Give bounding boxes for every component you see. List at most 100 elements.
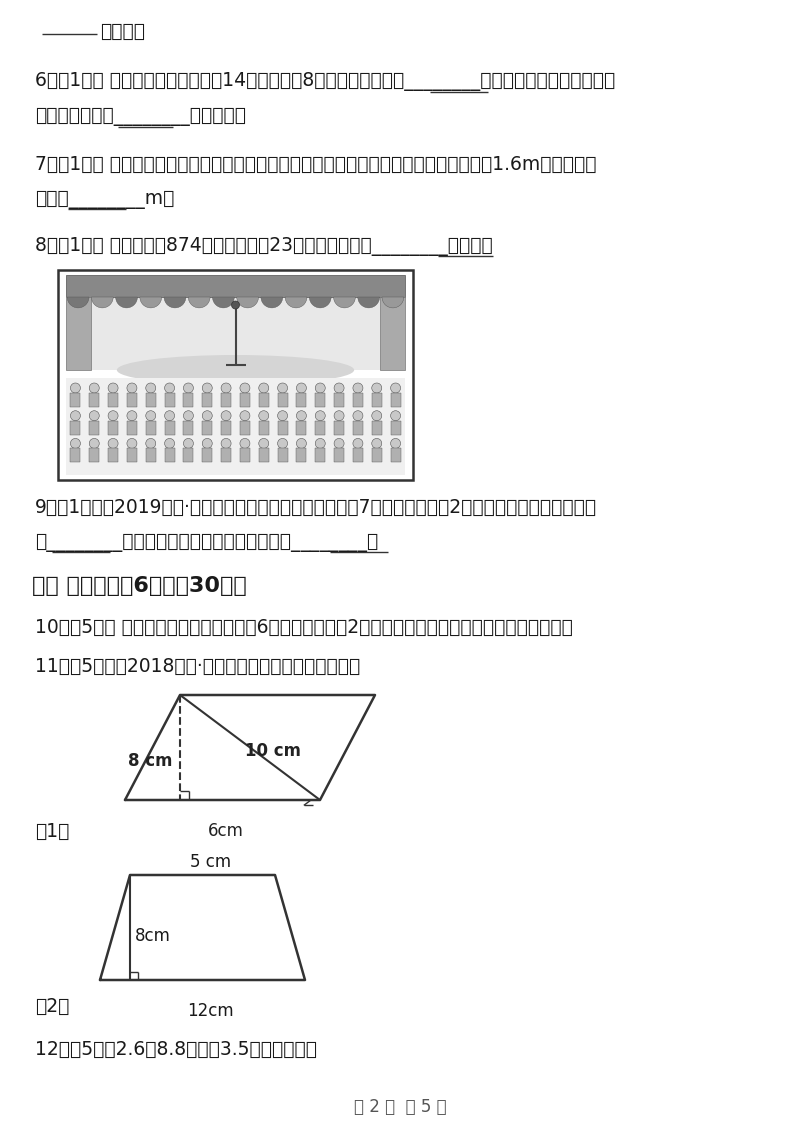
Text: 12cm: 12cm bbox=[187, 1002, 234, 1020]
Wedge shape bbox=[213, 297, 234, 308]
Text: （2）: （2） bbox=[35, 997, 70, 1017]
Bar bbox=[380, 297, 405, 370]
Circle shape bbox=[390, 383, 401, 393]
Circle shape bbox=[278, 438, 287, 448]
Bar bbox=[353, 448, 363, 463]
Bar bbox=[297, 393, 306, 408]
Circle shape bbox=[183, 438, 194, 448]
Bar bbox=[221, 393, 231, 408]
Circle shape bbox=[165, 438, 174, 448]
Text: 8．（1分） 学校礼堂有874个座位，共有23排，平均每排有________个座位？: 8．（1分） 学校礼堂有874个座位，共有23排，平均每排有________个座… bbox=[35, 237, 493, 256]
Circle shape bbox=[353, 411, 363, 421]
Text: 9．（1分）（2019五上·吴忠月考）一个平行四边形的底是7厘米，高是底的2倍，这个平行四边形的面积: 9．（1分）（2019五上·吴忠月考）一个平行四边形的底是7厘米，高是底的2倍，… bbox=[35, 498, 597, 517]
Bar bbox=[127, 448, 137, 463]
Circle shape bbox=[231, 301, 239, 309]
Circle shape bbox=[90, 383, 99, 393]
Circle shape bbox=[334, 411, 344, 421]
Circle shape bbox=[70, 383, 81, 393]
Circle shape bbox=[90, 438, 99, 448]
Bar bbox=[240, 393, 250, 408]
Bar bbox=[202, 448, 212, 463]
Bar bbox=[221, 421, 231, 435]
Bar bbox=[315, 448, 326, 463]
Text: （1）: （1） bbox=[35, 822, 70, 841]
Circle shape bbox=[372, 438, 382, 448]
Bar bbox=[315, 393, 326, 408]
Circle shape bbox=[108, 383, 118, 393]
Bar bbox=[258, 421, 269, 435]
Text: 是________，与它等底等高的三角形的面积是________。: 是________，与它等底等高的三角形的面积是________。 bbox=[35, 533, 378, 552]
Bar bbox=[90, 393, 99, 408]
Circle shape bbox=[146, 383, 156, 393]
Text: 6cm: 6cm bbox=[207, 822, 243, 840]
Circle shape bbox=[127, 438, 137, 448]
Bar bbox=[183, 421, 194, 435]
Bar bbox=[146, 448, 156, 463]
Circle shape bbox=[297, 383, 306, 393]
Bar bbox=[165, 448, 174, 463]
Bar bbox=[258, 393, 269, 408]
Circle shape bbox=[146, 411, 156, 421]
Bar bbox=[70, 393, 81, 408]
Wedge shape bbox=[67, 297, 89, 308]
Wedge shape bbox=[285, 297, 307, 308]
Bar bbox=[353, 393, 363, 408]
Bar bbox=[183, 393, 194, 408]
Ellipse shape bbox=[117, 355, 354, 385]
Bar bbox=[278, 448, 287, 463]
Wedge shape bbox=[358, 297, 379, 308]
Text: 10．（5分） 一个平行四边形的一条边为6厘米，比邻边短2厘米，这个平行四边形的周长是多少厘米？: 10．（5分） 一个平行四边形的一条边为6厘米，比邻边短2厘米，这个平行四边形的… bbox=[35, 618, 573, 637]
Bar bbox=[183, 448, 194, 463]
Circle shape bbox=[353, 383, 363, 393]
Bar bbox=[315, 421, 326, 435]
Bar bbox=[90, 448, 99, 463]
Circle shape bbox=[334, 383, 344, 393]
Wedge shape bbox=[140, 297, 162, 308]
Bar bbox=[127, 393, 137, 408]
Text: 11．（5分）（2018五上·东台月考）计算下面图形面积。: 11．（5分）（2018五上·东台月考）计算下面图形面积。 bbox=[35, 657, 360, 676]
Bar bbox=[221, 448, 231, 463]
Circle shape bbox=[221, 438, 231, 448]
Bar bbox=[297, 448, 306, 463]
Bar bbox=[66, 297, 91, 370]
Circle shape bbox=[372, 411, 382, 421]
Circle shape bbox=[108, 438, 118, 448]
Circle shape bbox=[202, 438, 212, 448]
Wedge shape bbox=[116, 297, 138, 308]
Bar bbox=[165, 393, 174, 408]
Circle shape bbox=[297, 411, 306, 421]
Circle shape bbox=[202, 383, 212, 393]
Text: 三、 解答题（公6题；公30分）: 三、 解答题（公6题；公30分） bbox=[32, 576, 246, 597]
Bar bbox=[66, 378, 405, 475]
Wedge shape bbox=[188, 297, 210, 308]
Bar bbox=[353, 421, 363, 435]
Text: 8 cm: 8 cm bbox=[128, 753, 173, 771]
Bar bbox=[165, 421, 174, 435]
Wedge shape bbox=[334, 297, 355, 308]
Circle shape bbox=[278, 411, 287, 421]
Wedge shape bbox=[91, 297, 114, 308]
Bar bbox=[334, 393, 344, 408]
Circle shape bbox=[127, 411, 137, 421]
Circle shape bbox=[165, 383, 174, 393]
Bar bbox=[334, 448, 344, 463]
Circle shape bbox=[165, 411, 174, 421]
Circle shape bbox=[258, 411, 269, 421]
Bar bbox=[108, 393, 118, 408]
Bar bbox=[258, 448, 269, 463]
Bar bbox=[66, 275, 405, 297]
Circle shape bbox=[390, 411, 401, 421]
Wedge shape bbox=[164, 297, 186, 308]
Circle shape bbox=[390, 438, 401, 448]
Text: 7．（1分） 一个三角形与一个平行四边形的底相等，面积也相等，已知平行四边形的高是1.6m，则三角形: 7．（1分） 一个三角形与一个平行四边形的底相等，面积也相等，已知平行四边形的高… bbox=[35, 155, 597, 174]
Bar bbox=[278, 393, 287, 408]
Bar bbox=[390, 421, 401, 435]
Text: 三角形的面积是________平方厘米。: 三角形的面积是________平方厘米。 bbox=[35, 108, 246, 126]
Circle shape bbox=[353, 438, 363, 448]
Circle shape bbox=[202, 411, 212, 421]
Bar bbox=[58, 271, 413, 480]
Bar bbox=[146, 393, 156, 408]
Bar bbox=[390, 448, 401, 463]
Bar bbox=[372, 421, 382, 435]
Bar bbox=[70, 421, 81, 435]
